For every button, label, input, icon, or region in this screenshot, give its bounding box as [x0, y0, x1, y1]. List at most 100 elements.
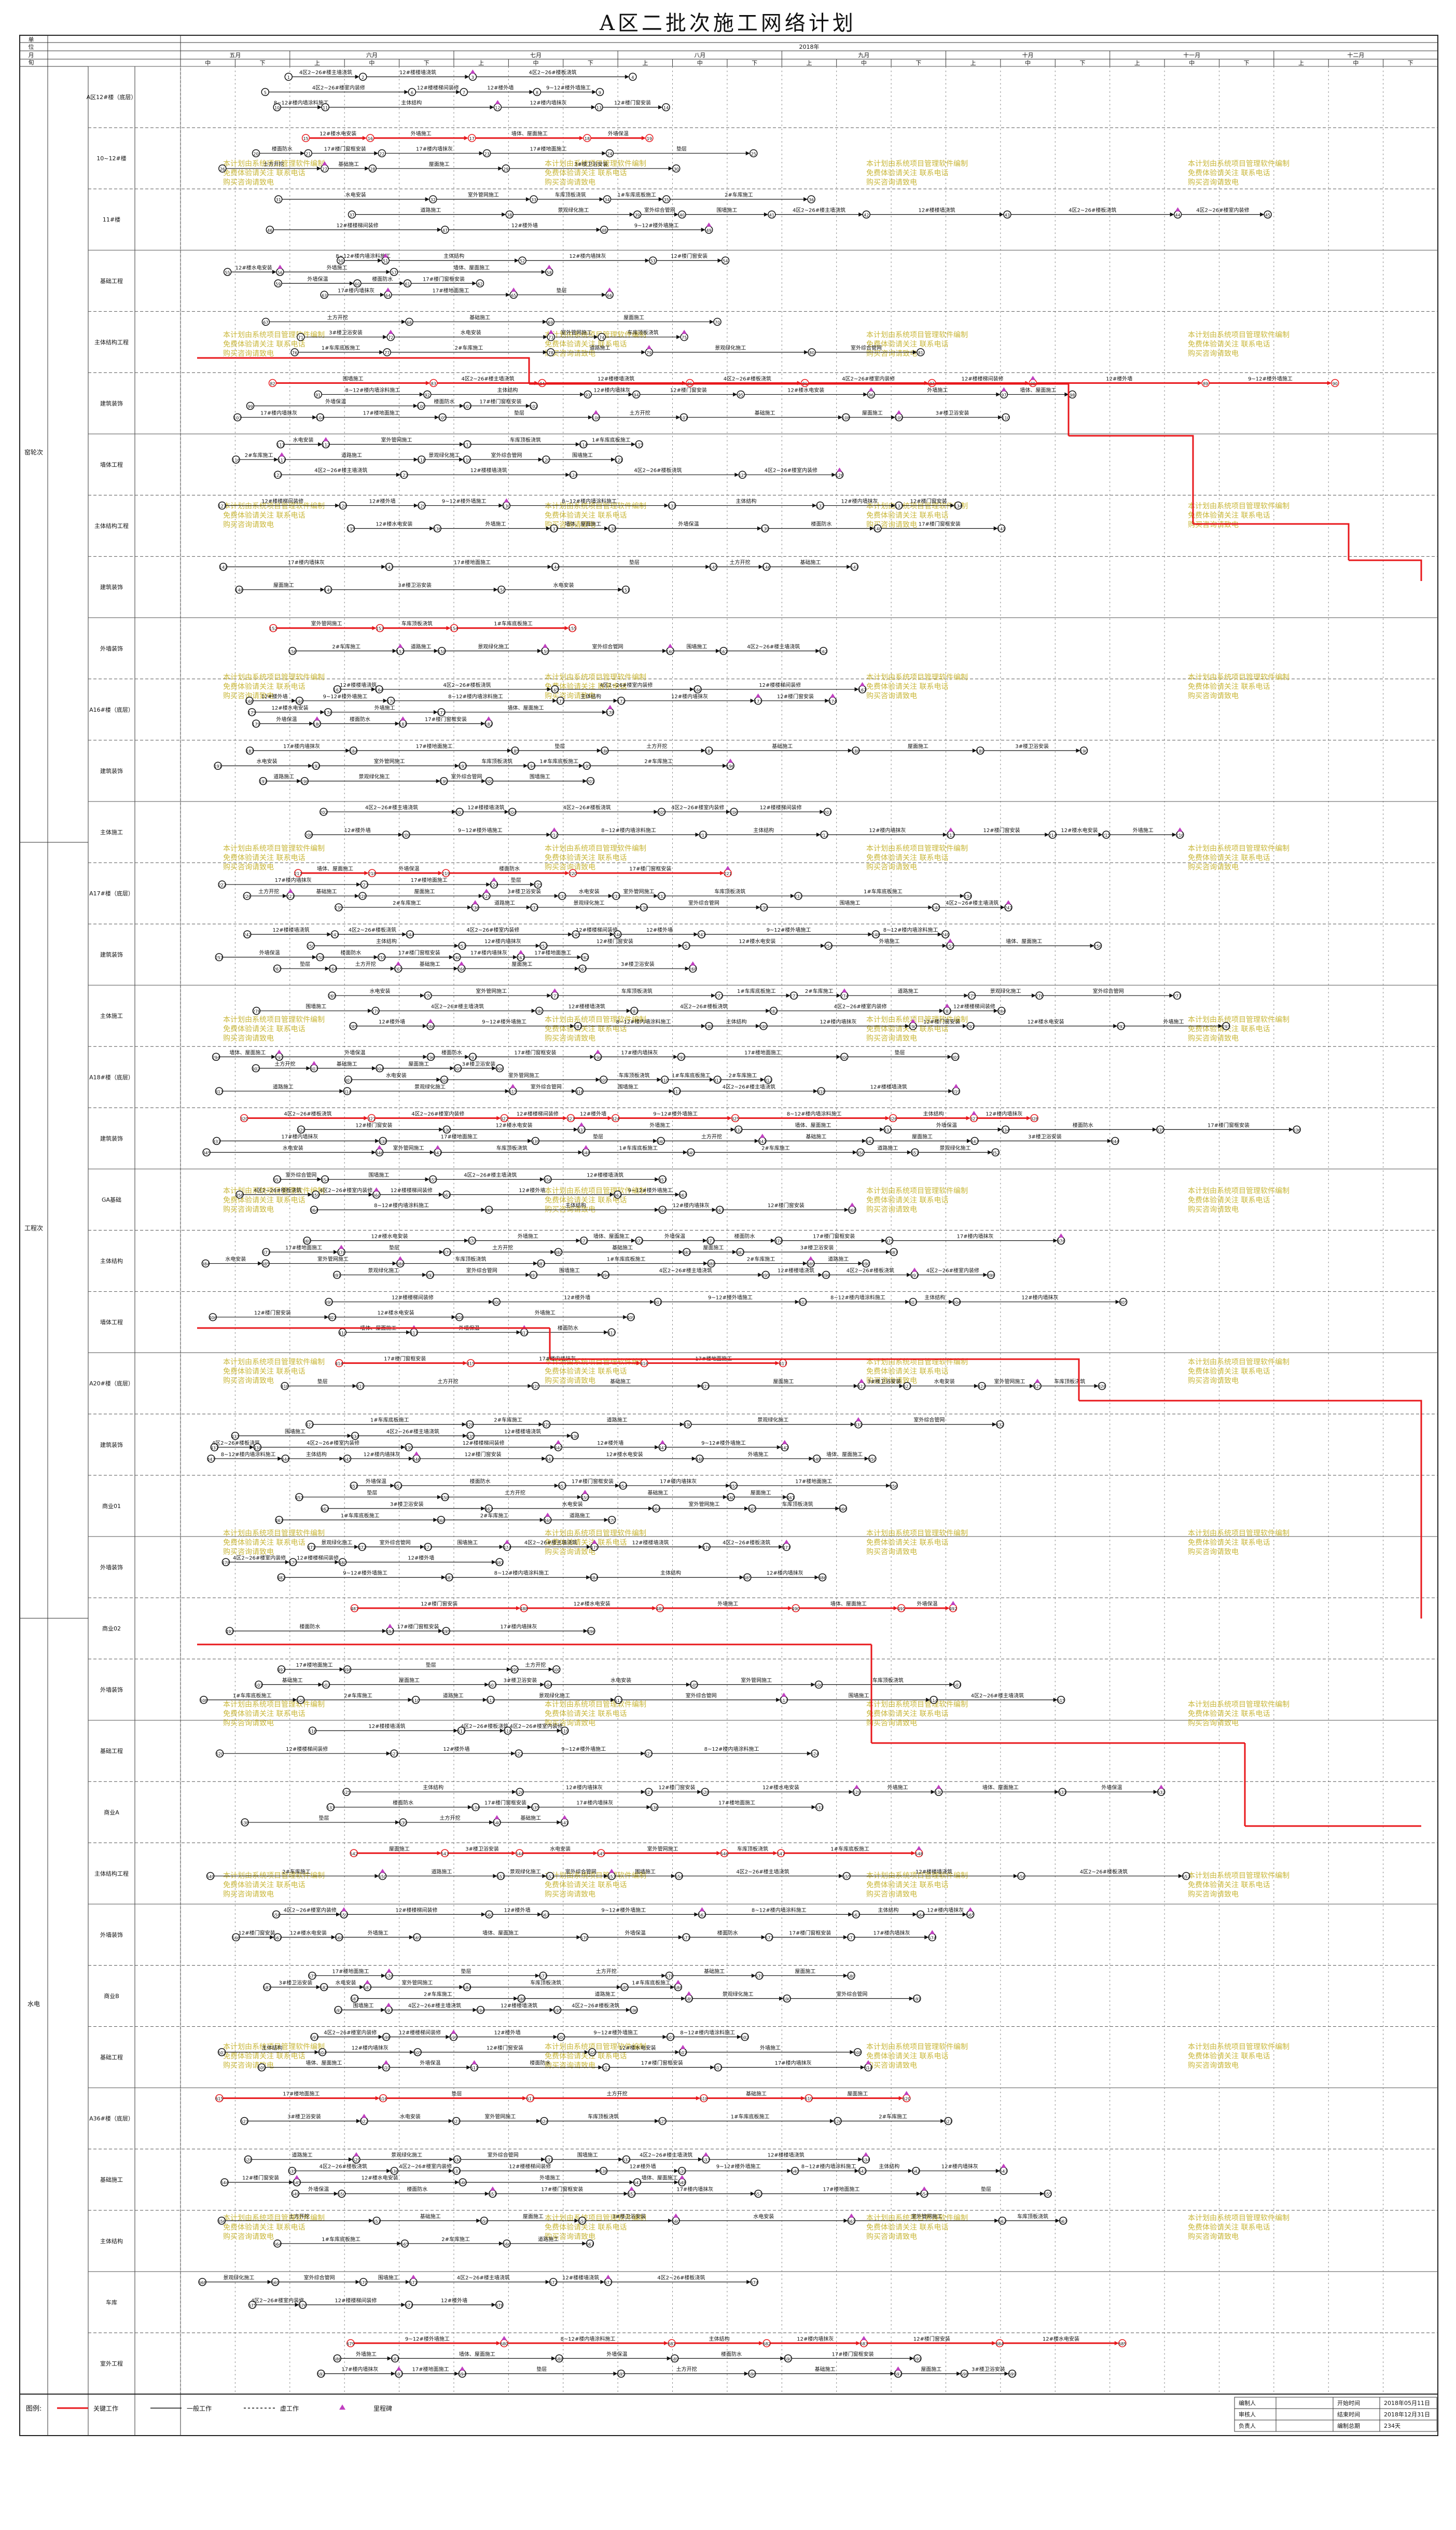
- event-node-number: 524: [811, 1752, 819, 1757]
- event-node-number: 333: [884, 1128, 892, 1132]
- event-node-number: 11: [323, 106, 328, 110]
- event-node-number: 368: [848, 1208, 856, 1213]
- activity-label: 屋面施工: [623, 314, 644, 321]
- event-node-number: 421: [701, 1385, 709, 1389]
- event-node: [1331, 379, 1339, 388]
- event-node-number: 130: [503, 504, 510, 509]
- event-node-number: 698: [961, 2372, 968, 2377]
- event-node: [807, 195, 815, 203]
- event-node-number: 668: [199, 2280, 206, 2285]
- activity-label: 楼面防水: [734, 1233, 755, 1240]
- activity-label: 12#楼楼梯间装修: [335, 2297, 377, 2304]
- watermark-text: 本计划由系统项目管理软件编制: [545, 1701, 646, 1709]
- arrow-head: [701, 748, 705, 753]
- event-node-number: 369: [303, 1239, 311, 1244]
- event-node-number: 212: [820, 833, 828, 838]
- event-node-number: 163: [334, 688, 341, 693]
- milestone-marker: [288, 889, 294, 893]
- activity-label: 17#楼内墙抹灰: [281, 1133, 318, 1140]
- event-node-number: 375: [885, 1239, 893, 1244]
- event-node-number: 425: [1033, 1385, 1041, 1389]
- watermark-text: 本计划由系统项目管理软件编制: [223, 673, 325, 682]
- arrow-head: [464, 136, 468, 141]
- event-node-number: 274: [840, 994, 848, 999]
- event-node-number: 324: [612, 1116, 619, 1121]
- arrow-head: [383, 698, 387, 703]
- milestone-marker: [400, 716, 406, 721]
- event-node-number: 366: [659, 1208, 667, 1213]
- activity-label: 3#楼卫浴安装: [287, 2113, 321, 2120]
- activity-label: 12#楼楼墙浇筑: [778, 1267, 814, 1274]
- event-node-number: 331: [577, 1128, 585, 1132]
- event-node-number: 382: [736, 1251, 744, 1255]
- event-node-number: 361: [442, 1193, 450, 1198]
- activity-label: 2#车库施工: [455, 344, 483, 351]
- activity-label: 室外综合管网: [304, 2274, 335, 2281]
- event-node-number: 322: [501, 1116, 508, 1121]
- event-node-number: 501: [255, 1683, 262, 1688]
- arrow-head: [498, 166, 503, 171]
- event-node-number: 283: [943, 1010, 951, 1014]
- activity-label: 景观绿化施工: [990, 988, 1021, 994]
- group-label: 工程次: [24, 1224, 43, 1232]
- event-node-number: 180: [313, 722, 321, 727]
- watermark-text: 免费体验请关注 联系电话: [223, 1025, 305, 1033]
- milestone-marker: [686, 1991, 692, 1996]
- header-month-label: 九月: [858, 52, 869, 59]
- activity-label: 景观绿化施工: [558, 207, 589, 214]
- activity-label: 室外综合管网: [1093, 988, 1124, 994]
- activity-label: 4区2~26#楼室内装修: [312, 84, 365, 91]
- activity-label: 垫层: [536, 2366, 547, 2373]
- milestone-marker: [609, 1869, 615, 1873]
- event-node-number: 470: [608, 1518, 616, 1523]
- activity-label: 墙体、屋面施工: [830, 1600, 867, 1607]
- event-node-number: 323: [567, 1116, 575, 1121]
- event-node-number: 596: [630, 2009, 637, 2013]
- milestone-marker: [849, 2213, 854, 2218]
- event-node-number: 32: [431, 198, 436, 202]
- event-node-number: 83: [431, 381, 436, 386]
- watermark-text: 本计划由系统项目管理软件编制: [223, 160, 325, 168]
- watermark-text: 本计划由系统项目管理软件编制: [223, 331, 325, 339]
- event-node-number: 428: [466, 1423, 474, 1428]
- event-node-number: 259: [378, 956, 385, 960]
- event-node-number: 21: [306, 151, 311, 156]
- event-node-number: 497: [278, 1668, 285, 1672]
- activity-label: 9~12#楼外墙施工: [634, 222, 679, 229]
- watermark-text: 购买咨询请致电: [866, 1719, 917, 1727]
- event-node-number: 132: [816, 504, 824, 509]
- event-node-number: 325: [731, 1116, 739, 1121]
- event-node-number: 42: [864, 213, 869, 218]
- activity-label: 12#楼门窗安装: [923, 1018, 960, 1025]
- arrow-head: [506, 293, 510, 297]
- watermark-text: 免费体验请关注 联系电话: [223, 1196, 305, 1205]
- event-node-number: 327: [970, 1116, 978, 1121]
- event-node-number: 386: [396, 1262, 404, 1267]
- event-node-number: 257: [215, 956, 223, 960]
- event-node-number: 672: [549, 2280, 557, 2285]
- info-box-key: 结束时间: [1337, 2411, 1360, 2418]
- activity-label: 外墙施工: [518, 1233, 538, 1240]
- activity-label: 3#楼卫浴安装: [867, 1378, 901, 1385]
- activity-label: 12#楼外墙: [443, 1746, 469, 1752]
- activity-label: 车库顶板浇筑: [737, 1845, 768, 1852]
- event-node-number: 264: [329, 967, 337, 972]
- event-node-number: 74: [599, 336, 604, 340]
- arrow-head: [413, 404, 418, 408]
- watermark-text: 免费体验请关注 联系电话: [545, 1881, 627, 1889]
- event-node-number: 631: [545, 2158, 552, 2163]
- event-node-number: 681: [668, 2342, 675, 2346]
- activity-label: 4区2~26#楼室内装修: [510, 1723, 563, 1730]
- activity-label: 围墙施工: [378, 2274, 399, 2281]
- activity-label: 9~12#楼外墙施工: [653, 1110, 698, 1117]
- event-node-number: 278: [253, 1010, 260, 1014]
- activity-label: 基础施工: [520, 1815, 541, 1821]
- activity-label: 4区2~26#楼主墙浇筑: [971, 1692, 1024, 1699]
- header-corner-label: 位: [29, 43, 34, 50]
- activity-label: 楼面防水: [272, 145, 293, 152]
- arrow-head: [383, 335, 387, 339]
- event-node-number: 64: [385, 293, 391, 298]
- activity-label: 12#楼楼墙浇筑: [587, 1171, 623, 1178]
- activity-label: 室外管网施工: [374, 758, 405, 765]
- event-node-number: 134: [954, 504, 962, 509]
